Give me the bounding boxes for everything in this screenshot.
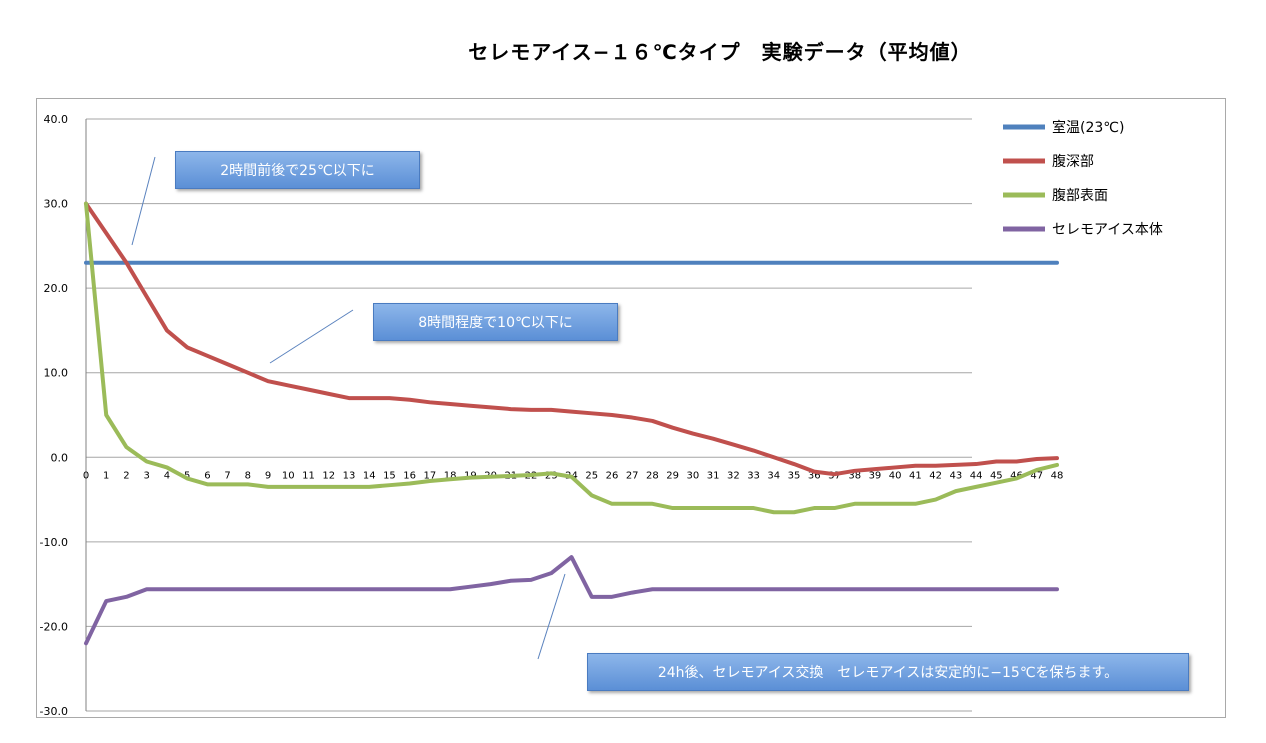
x-tick-label: 45: [990, 470, 1003, 481]
x-tick-label: 16: [403, 470, 416, 481]
x-tick-label: 12: [322, 470, 335, 481]
x-tick-label: 6: [204, 470, 210, 481]
x-tick-label: 7: [224, 470, 230, 481]
y-tick-label: 20.0: [44, 282, 69, 295]
x-tick-label: 18: [444, 470, 457, 481]
legend-label: 室温(23℃): [1052, 119, 1124, 136]
x-tick-label: 8: [245, 470, 251, 481]
x-tick-label: 3: [144, 470, 150, 481]
series-line-1: [84, 201, 1059, 477]
y-tick-label: 40.0: [44, 113, 69, 126]
x-tick-label: 36: [808, 470, 821, 481]
x-tick-label: 23: [545, 470, 558, 481]
x-tick-label: 48: [1051, 470, 1064, 481]
x-tick-label: 34: [767, 470, 780, 481]
annotation-pointer-3: [537, 573, 566, 660]
x-tick-label: 27: [626, 470, 639, 481]
x-tick-label: 0: [83, 470, 89, 481]
y-tick-label: 30.0: [44, 198, 69, 211]
annotation-callout-2: 8時間程度で10℃以下に: [373, 303, 618, 341]
x-tick-label: 13: [343, 470, 356, 481]
x-tick-label: 28: [646, 470, 659, 481]
y-tick-label: -10.0: [40, 536, 68, 549]
x-tick-label: 30: [687, 470, 700, 481]
x-tick-label: 35: [788, 470, 801, 481]
annotation-pointer-2: [269, 309, 354, 364]
x-tick-label: 2: [123, 470, 129, 481]
x-tick-label: 39: [869, 470, 882, 481]
x-tick-label: 40: [889, 470, 902, 481]
legend-label: セレモアイス本体: [1052, 222, 1163, 238]
annotation-callout-3: 24h後、セレモアイス交換 セレモアイスは安定的に−15℃を保ちます。: [587, 653, 1189, 691]
x-tick-label: 14: [363, 470, 376, 481]
annotation-pointer-1: [131, 156, 156, 246]
series-line-2: [84, 201, 1059, 515]
y-tick-label: -30.0: [40, 705, 68, 718]
x-tick-label: 31: [707, 470, 720, 481]
x-tick-label: 11: [302, 470, 315, 481]
series-line-3: [84, 555, 1059, 646]
x-tick-label: 4: [164, 470, 170, 481]
annotation-callout-1: 2時間前後で25℃以下に: [175, 151, 420, 189]
chart-title: セレモアイス−１６℃タイプ 実験データ（平均値）: [468, 40, 972, 64]
x-tick-label: 33: [747, 470, 760, 481]
y-tick-label: -20.0: [40, 620, 68, 633]
x-tick-label: 5: [184, 470, 190, 481]
x-tick-label: 29: [666, 470, 679, 481]
x-tick-label: 15: [383, 470, 396, 481]
x-tick-label: 10: [282, 470, 295, 481]
x-tick-label: 32: [727, 470, 740, 481]
x-tick-label: 42: [929, 470, 942, 481]
legend-label: 腹部表面: [1052, 187, 1108, 204]
x-tick-label: 25: [585, 470, 598, 481]
chart-frame: [36, 98, 1226, 718]
x-tick-label: 43: [949, 470, 962, 481]
x-tick-label: 44: [970, 470, 983, 481]
x-tick-label: 9: [265, 470, 271, 481]
x-tick-label: 46: [1010, 470, 1023, 481]
x-tick-label: 38: [848, 470, 861, 481]
x-tick-label: 17: [424, 470, 437, 481]
x-tick-label: 41: [909, 470, 922, 481]
x-tick-label: 26: [606, 470, 619, 481]
y-tick-label: 10.0: [44, 367, 69, 380]
legend-label: 腹深部: [1052, 153, 1094, 170]
x-tick-label: 1: [103, 470, 109, 481]
x-tick-label: 47: [1030, 470, 1043, 481]
y-tick-label: 0.0: [51, 451, 69, 464]
